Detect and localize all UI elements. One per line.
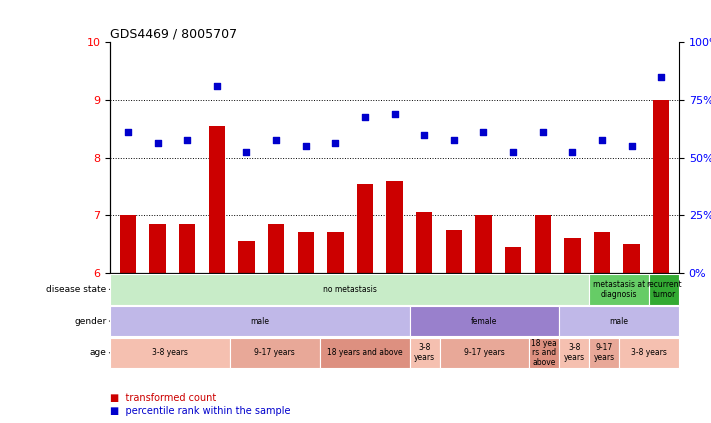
Text: 9-17 years: 9-17 years <box>255 348 295 357</box>
Text: 18 yea
rs and
above: 18 yea rs and above <box>531 338 557 367</box>
Bar <box>268 224 284 273</box>
Bar <box>565 238 580 273</box>
Point <box>597 137 608 144</box>
Bar <box>529 338 560 368</box>
Bar <box>560 338 589 368</box>
Bar <box>320 338 410 368</box>
Point <box>537 128 548 135</box>
Point <box>567 148 578 155</box>
Bar <box>560 306 679 336</box>
Text: 3-8 years: 3-8 years <box>631 348 667 357</box>
Text: male: male <box>250 316 269 326</box>
Bar <box>624 244 640 273</box>
Point <box>300 143 311 149</box>
Bar <box>110 306 410 336</box>
Point <box>478 128 489 135</box>
Point <box>211 82 223 89</box>
Point <box>152 140 164 146</box>
Point <box>419 131 430 138</box>
Point <box>656 74 667 80</box>
Bar <box>589 274 649 305</box>
Bar <box>410 306 560 336</box>
Bar <box>619 338 679 368</box>
Bar <box>179 224 196 273</box>
Text: ■  percentile rank within the sample: ■ percentile rank within the sample <box>110 406 291 416</box>
Bar <box>357 184 373 273</box>
Bar <box>110 338 230 368</box>
Point <box>508 148 519 155</box>
Text: disease state: disease state <box>46 285 107 294</box>
Text: male: male <box>609 316 629 326</box>
Text: 3-8
years: 3-8 years <box>564 343 584 362</box>
Text: 18 years and above: 18 years and above <box>327 348 402 357</box>
Point <box>626 143 637 149</box>
Text: gender: gender <box>75 316 107 326</box>
Bar <box>476 215 491 273</box>
Bar <box>110 274 589 305</box>
Point <box>181 137 193 144</box>
Text: no metastasis: no metastasis <box>323 285 377 294</box>
Bar <box>410 338 439 368</box>
Text: recurrent
tumor: recurrent tumor <box>646 280 682 299</box>
Bar <box>446 230 462 273</box>
Bar <box>149 224 166 273</box>
Text: GDS4469 / 8005707: GDS4469 / 8005707 <box>110 27 237 40</box>
Bar <box>535 215 551 273</box>
Point <box>359 114 370 121</box>
Bar <box>589 338 619 368</box>
Bar <box>387 181 402 273</box>
Bar <box>209 126 225 273</box>
Text: age: age <box>90 348 107 357</box>
Text: 9-17
years: 9-17 years <box>594 343 615 362</box>
Point <box>241 148 252 155</box>
Bar <box>505 247 521 273</box>
Text: female: female <box>471 316 498 326</box>
Bar <box>238 241 255 273</box>
Bar <box>649 274 679 305</box>
Point <box>270 137 282 144</box>
Bar <box>653 100 669 273</box>
Point <box>448 137 459 144</box>
Text: 3-8 years: 3-8 years <box>152 348 188 357</box>
Bar <box>594 233 610 273</box>
Point <box>389 111 400 118</box>
Bar <box>327 233 343 273</box>
Text: metastasis at
diagnosis: metastasis at diagnosis <box>593 280 646 299</box>
Bar <box>230 338 320 368</box>
Point <box>122 128 134 135</box>
Bar <box>439 338 529 368</box>
Text: 3-8
years: 3-8 years <box>414 343 435 362</box>
Text: 9-17 years: 9-17 years <box>464 348 505 357</box>
Text: ■  transformed count: ■ transformed count <box>110 393 216 404</box>
Bar <box>298 233 314 273</box>
Bar <box>416 212 432 273</box>
Bar <box>120 215 136 273</box>
Point <box>330 140 341 146</box>
